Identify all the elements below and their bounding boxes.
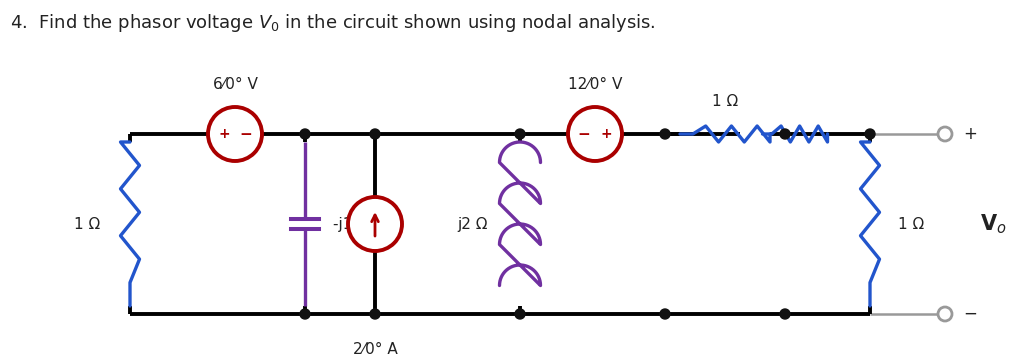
Circle shape [938,127,952,141]
Text: +: + [600,127,611,141]
Text: +: + [218,127,229,141]
Circle shape [865,129,874,139]
Circle shape [300,309,310,319]
Circle shape [515,129,525,139]
Text: 6⁄0° V: 6⁄0° V [213,77,257,92]
Circle shape [370,129,380,139]
Circle shape [938,307,952,321]
Text: -j1 Ω: -j1 Ω [333,217,369,232]
Circle shape [780,129,790,139]
Text: 1 Ω: 1 Ω [74,217,100,232]
Text: −: − [240,127,252,142]
Text: +: + [963,125,977,143]
Text: 1 Ω: 1 Ω [898,217,925,232]
Text: −: − [578,127,591,142]
Text: 2⁄0° A: 2⁄0° A [352,342,397,357]
Circle shape [568,107,622,161]
Circle shape [780,309,790,319]
Text: 1 Ω: 1 Ω [712,94,738,109]
Text: $\mathbf{V}_o$: $\mathbf{V}_o$ [980,212,1007,236]
Circle shape [300,129,310,139]
Circle shape [660,309,670,319]
Circle shape [208,107,262,161]
Text: 4.  Find the phasor voltage $V_0$ in the circuit shown using nodal analysis.: 4. Find the phasor voltage $V_0$ in the … [10,12,655,34]
Circle shape [660,129,670,139]
Circle shape [348,197,402,251]
Text: −: − [963,305,977,323]
Text: 12⁄0° V: 12⁄0° V [568,77,623,92]
Circle shape [515,309,525,319]
Circle shape [370,309,380,319]
Text: j2 Ω: j2 Ω [458,217,488,232]
